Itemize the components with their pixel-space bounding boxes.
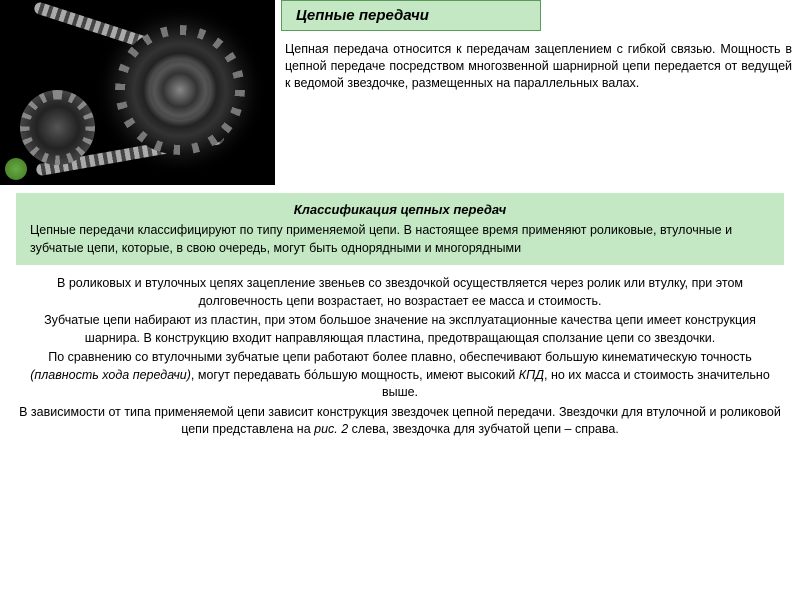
italic-phrase: (плавность хода передачи) [30,368,191,382]
body-text: В роликовых и втулочных цепях зацепление… [0,275,800,439]
kpd-term: КПД [519,368,544,382]
body-paragraph-3: По сравнению со втулочными зубчатые цепи… [18,349,782,402]
large-sprocket-icon [115,25,245,155]
classification-box: Классификация цепных передач Цепные пере… [16,193,784,265]
body-paragraph-1: В роликовых и втулочных цепях зацепление… [18,275,782,310]
small-sprocket-icon [20,90,95,165]
chain-drive-image [0,0,275,185]
classification-heading: Классификация цепных передач [30,201,770,219]
header-right-column: Цепные передачи Цепная передача относитс… [275,0,800,96]
figure-reference: рис. 2 [314,422,348,436]
body-paragraph-2: Зубчатые цепи набирают из пластин, при э… [18,312,782,347]
body-paragraph-4: В зависимости от типа применяемой цепи з… [18,404,782,439]
intro-paragraph: Цепная передача относится к передачам за… [281,39,800,96]
classification-text: Цепные передачи классифицируют по типу п… [30,222,770,257]
top-row: Цепные передачи Цепная передача относитс… [0,0,800,185]
page-title: Цепные передачи [281,0,541,31]
logo-badge-icon [5,158,27,180]
